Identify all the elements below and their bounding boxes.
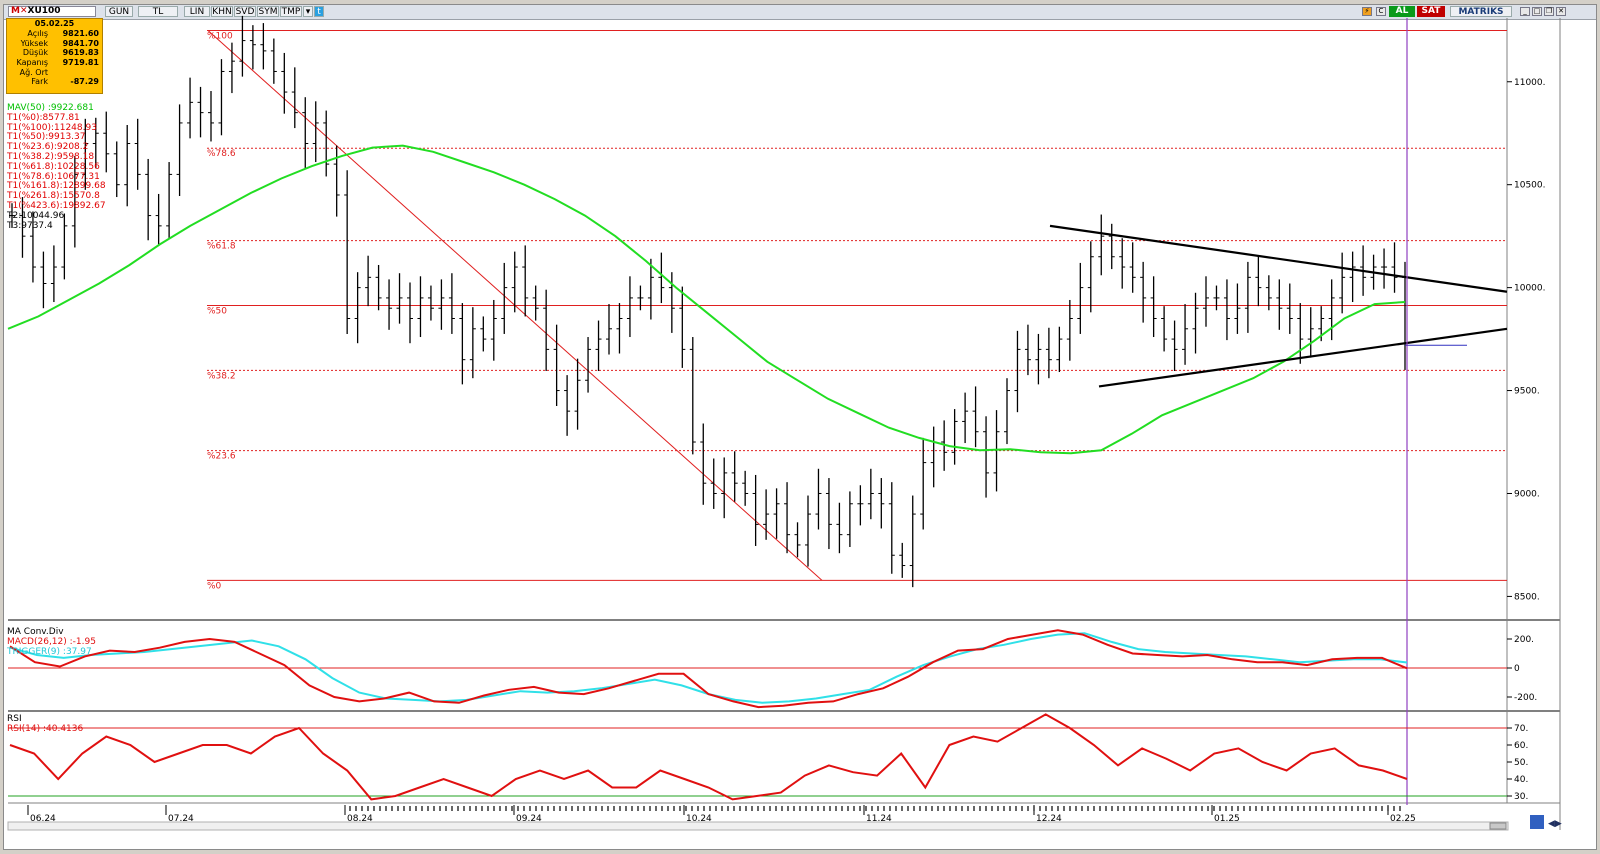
info-label: Fark xyxy=(31,77,48,87)
legend-item: T1(%0):8577.81 xyxy=(7,112,80,123)
twitter-icon[interactable]: t xyxy=(314,6,324,17)
ma50-line xyxy=(7,144,1406,455)
info-label: Yüksek xyxy=(20,38,48,48)
time-tick-label: 11.24 xyxy=(866,814,892,824)
template-button[interactable]: TMP xyxy=(280,6,302,17)
brand-logo: MATRIKS xyxy=(1450,6,1512,17)
info-label: Ağ. Ort xyxy=(19,67,48,77)
fib-level-label: %50 xyxy=(207,306,227,316)
rsi-tick-label: 70. xyxy=(1514,724,1528,734)
symbol-input[interactable]: M✕XU100 xyxy=(8,6,96,17)
macd-tick-label: 0 xyxy=(1514,664,1520,674)
price-tick-label: 8500. xyxy=(1514,592,1540,602)
minimize-icon[interactable]: _ xyxy=(1520,7,1530,16)
fib-level-label: %61.8 xyxy=(207,242,236,252)
currency-button[interactable]: TL xyxy=(138,6,178,17)
macd-legend-item: MACD(26,12) :-1.95 xyxy=(7,636,96,647)
legend-item: T2:10044.96 xyxy=(7,210,65,221)
info-label: Düşük xyxy=(22,48,48,58)
info-value: 9821.60 xyxy=(62,29,99,38)
legend-item: T1(%261.8):15570.8 xyxy=(7,191,100,202)
time-tick-label: 06.24 xyxy=(30,814,56,824)
fib-level-label: %100 xyxy=(207,32,233,42)
price-tick-label: 10500. xyxy=(1514,181,1546,191)
info-value: -87.29 xyxy=(70,77,99,87)
legend-item: MAV(50) :9922.681 xyxy=(7,103,94,113)
price-tick-label: 10000. xyxy=(1514,284,1546,294)
info-label: Açılış xyxy=(27,29,48,38)
fib-level-label: %23.6 xyxy=(207,452,236,462)
time-tick-label: 09.24 xyxy=(516,814,542,824)
rsi-tick-label: 60. xyxy=(1514,741,1528,751)
rsi-tick-label: 30. xyxy=(1514,792,1528,802)
legend-item: T1(%100):11248.93 xyxy=(7,122,97,133)
scroll-arrows-icon: ◀▶ xyxy=(1548,819,1562,829)
legend-item: T1(%61.8):10228.56 xyxy=(7,161,100,172)
info-label: Kapanış xyxy=(16,58,48,68)
flash-icon[interactable]: ⚡ xyxy=(1362,7,1372,16)
symbol-menu-icon[interactable]: M xyxy=(11,6,20,16)
macd-tick-label: -200. xyxy=(1514,693,1537,703)
triangle-lower-trendline xyxy=(1098,327,1508,388)
info-date: 05.02.25 xyxy=(34,19,75,28)
ohlc-info-box: 05.02.25 Açılış 9821.60 Yüksek 9841.70 Düş… xyxy=(6,18,103,94)
period-button[interactable]: GUN xyxy=(105,6,133,17)
fib-level-label: %78.6 xyxy=(207,149,236,159)
time-tick-label: 01.25 xyxy=(1214,814,1240,824)
time-tick-label: 07.24 xyxy=(168,814,194,824)
rsi-line xyxy=(9,713,1408,801)
chart-window: M✕XU100 GUN TL LIN KHN SVD SYM TMP ▾ t ⚡… xyxy=(3,4,1597,850)
close-icon[interactable]: ✕ xyxy=(1556,7,1566,16)
legend-item: T1(%23.6):9208.2 xyxy=(7,142,89,153)
buy-button[interactable]: AL xyxy=(1389,6,1415,17)
rsi-legend-item: RSI(14) :40.4136 xyxy=(7,723,84,734)
refresh-icon[interactable]: C xyxy=(1376,7,1386,16)
info-value: 9619.83 xyxy=(62,48,99,58)
symbol-text: XU100 xyxy=(27,6,61,16)
time-tick-label: 12.24 xyxy=(1036,814,1062,824)
legend-item: T1(%161.8):12899.68 xyxy=(7,181,106,192)
legend-item: T3:9737.4 xyxy=(7,220,53,231)
legend-item: T1(%38.2):9598.18 xyxy=(7,151,95,162)
time-tick-label: 10.24 xyxy=(686,814,712,824)
symbol-close-icon[interactable]: ✕ xyxy=(19,6,28,16)
fib-level-label: %0 xyxy=(207,581,222,591)
indicator-legend: MAV(50) :9922.681 T1(%0):8577.81 T1(%100):… xyxy=(7,103,106,231)
time-tick-label: 02.25 xyxy=(1390,814,1416,824)
legend-item: T1(%78.6):10677.31 xyxy=(7,171,100,182)
price-tick-label: 9000. xyxy=(1514,489,1540,499)
rsi-legend: RSI RSI(14) :40.4136 xyxy=(7,714,84,735)
fib-level-label: %38.2 xyxy=(207,371,236,381)
scrollbar-thumb xyxy=(1489,822,1507,830)
linear-scale-button[interactable]: LIN xyxy=(184,6,210,17)
triangle-upper-trendline xyxy=(1049,224,1508,293)
price-tick-label: 11000. xyxy=(1514,78,1546,88)
khn-button[interactable]: KHN xyxy=(211,6,233,17)
maximize-icon[interactable]: □ xyxy=(1532,7,1542,16)
legend-item: T1(%423.6):19892.67 xyxy=(7,200,106,211)
macd-legend: MA Conv.Div MACD(26,12) :-1.95 TRIGGER(9… xyxy=(7,627,96,657)
rsi-title: RSI xyxy=(7,714,22,724)
dropdown-arrow-icon[interactable]: ▾ xyxy=(303,6,313,17)
trigger-legend-item: TRIGGER(9) :37.97 xyxy=(7,646,92,657)
rsi-tick-label: 40. xyxy=(1514,775,1528,785)
sell-button[interactable]: SAT xyxy=(1417,6,1445,17)
rsi-tick-label: 50. xyxy=(1514,758,1528,768)
toolbar: M✕XU100 GUN TL LIN KHN SVD SYM TMP ▾ t ⚡… xyxy=(4,5,1596,20)
legend-item: T1(%50):9913.37 xyxy=(7,132,86,143)
macd-tick-label: 200. xyxy=(1514,635,1534,645)
sym-button[interactable]: SYM xyxy=(257,6,279,17)
horizontal-scrollbar xyxy=(7,821,1509,831)
time-tick-label: 08.24 xyxy=(347,814,373,824)
macd-title: MA Conv.Div xyxy=(7,627,64,637)
price-tick-label: 9500. xyxy=(1514,387,1540,397)
svd-button[interactable]: SVD xyxy=(234,6,256,17)
info-value: 9719.81 xyxy=(62,58,99,68)
navigate-icon xyxy=(1530,815,1544,829)
macd-line xyxy=(9,629,1408,709)
restore-icon[interactable]: ❐ xyxy=(1544,7,1554,16)
info-value: 9841.70 xyxy=(62,38,99,48)
